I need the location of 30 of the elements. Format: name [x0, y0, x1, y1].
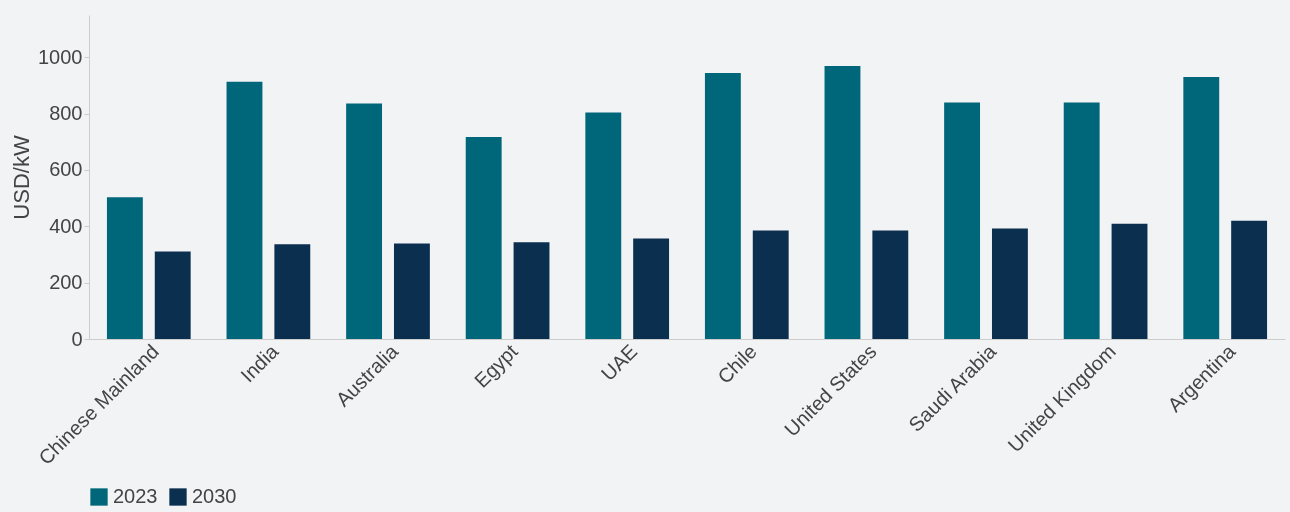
y-tick-label: 800 [49, 102, 83, 125]
y-tick-label: 200 [49, 271, 83, 294]
bar [274, 244, 311, 339]
x-tick-label: India [236, 339, 284, 387]
bar [752, 230, 789, 339]
bar [346, 103, 383, 339]
bar [393, 243, 430, 339]
y-tick-label: 600 [49, 158, 83, 181]
bar [633, 238, 670, 339]
bar [824, 65, 861, 339]
bar [991, 228, 1028, 339]
bar [513, 242, 550, 339]
y-tick-label: 400 [49, 214, 83, 237]
y-tick-label: 1000 [38, 45, 83, 68]
bar [226, 81, 263, 339]
bar [465, 136, 502, 339]
bar [585, 112, 622, 339]
bar [1183, 76, 1220, 339]
bar [944, 102, 981, 339]
legend-label: 2023 [113, 485, 158, 507]
bar [1063, 102, 1100, 339]
bar [106, 197, 143, 339]
y-tick-label: 0 [71, 327, 83, 350]
legend-label: 2030 [192, 485, 237, 507]
bar [704, 73, 741, 339]
bar [154, 251, 191, 339]
bar [1111, 223, 1148, 339]
bar [1231, 220, 1268, 339]
bar [872, 230, 909, 339]
y-axis-title: USD/kW [9, 135, 35, 220]
